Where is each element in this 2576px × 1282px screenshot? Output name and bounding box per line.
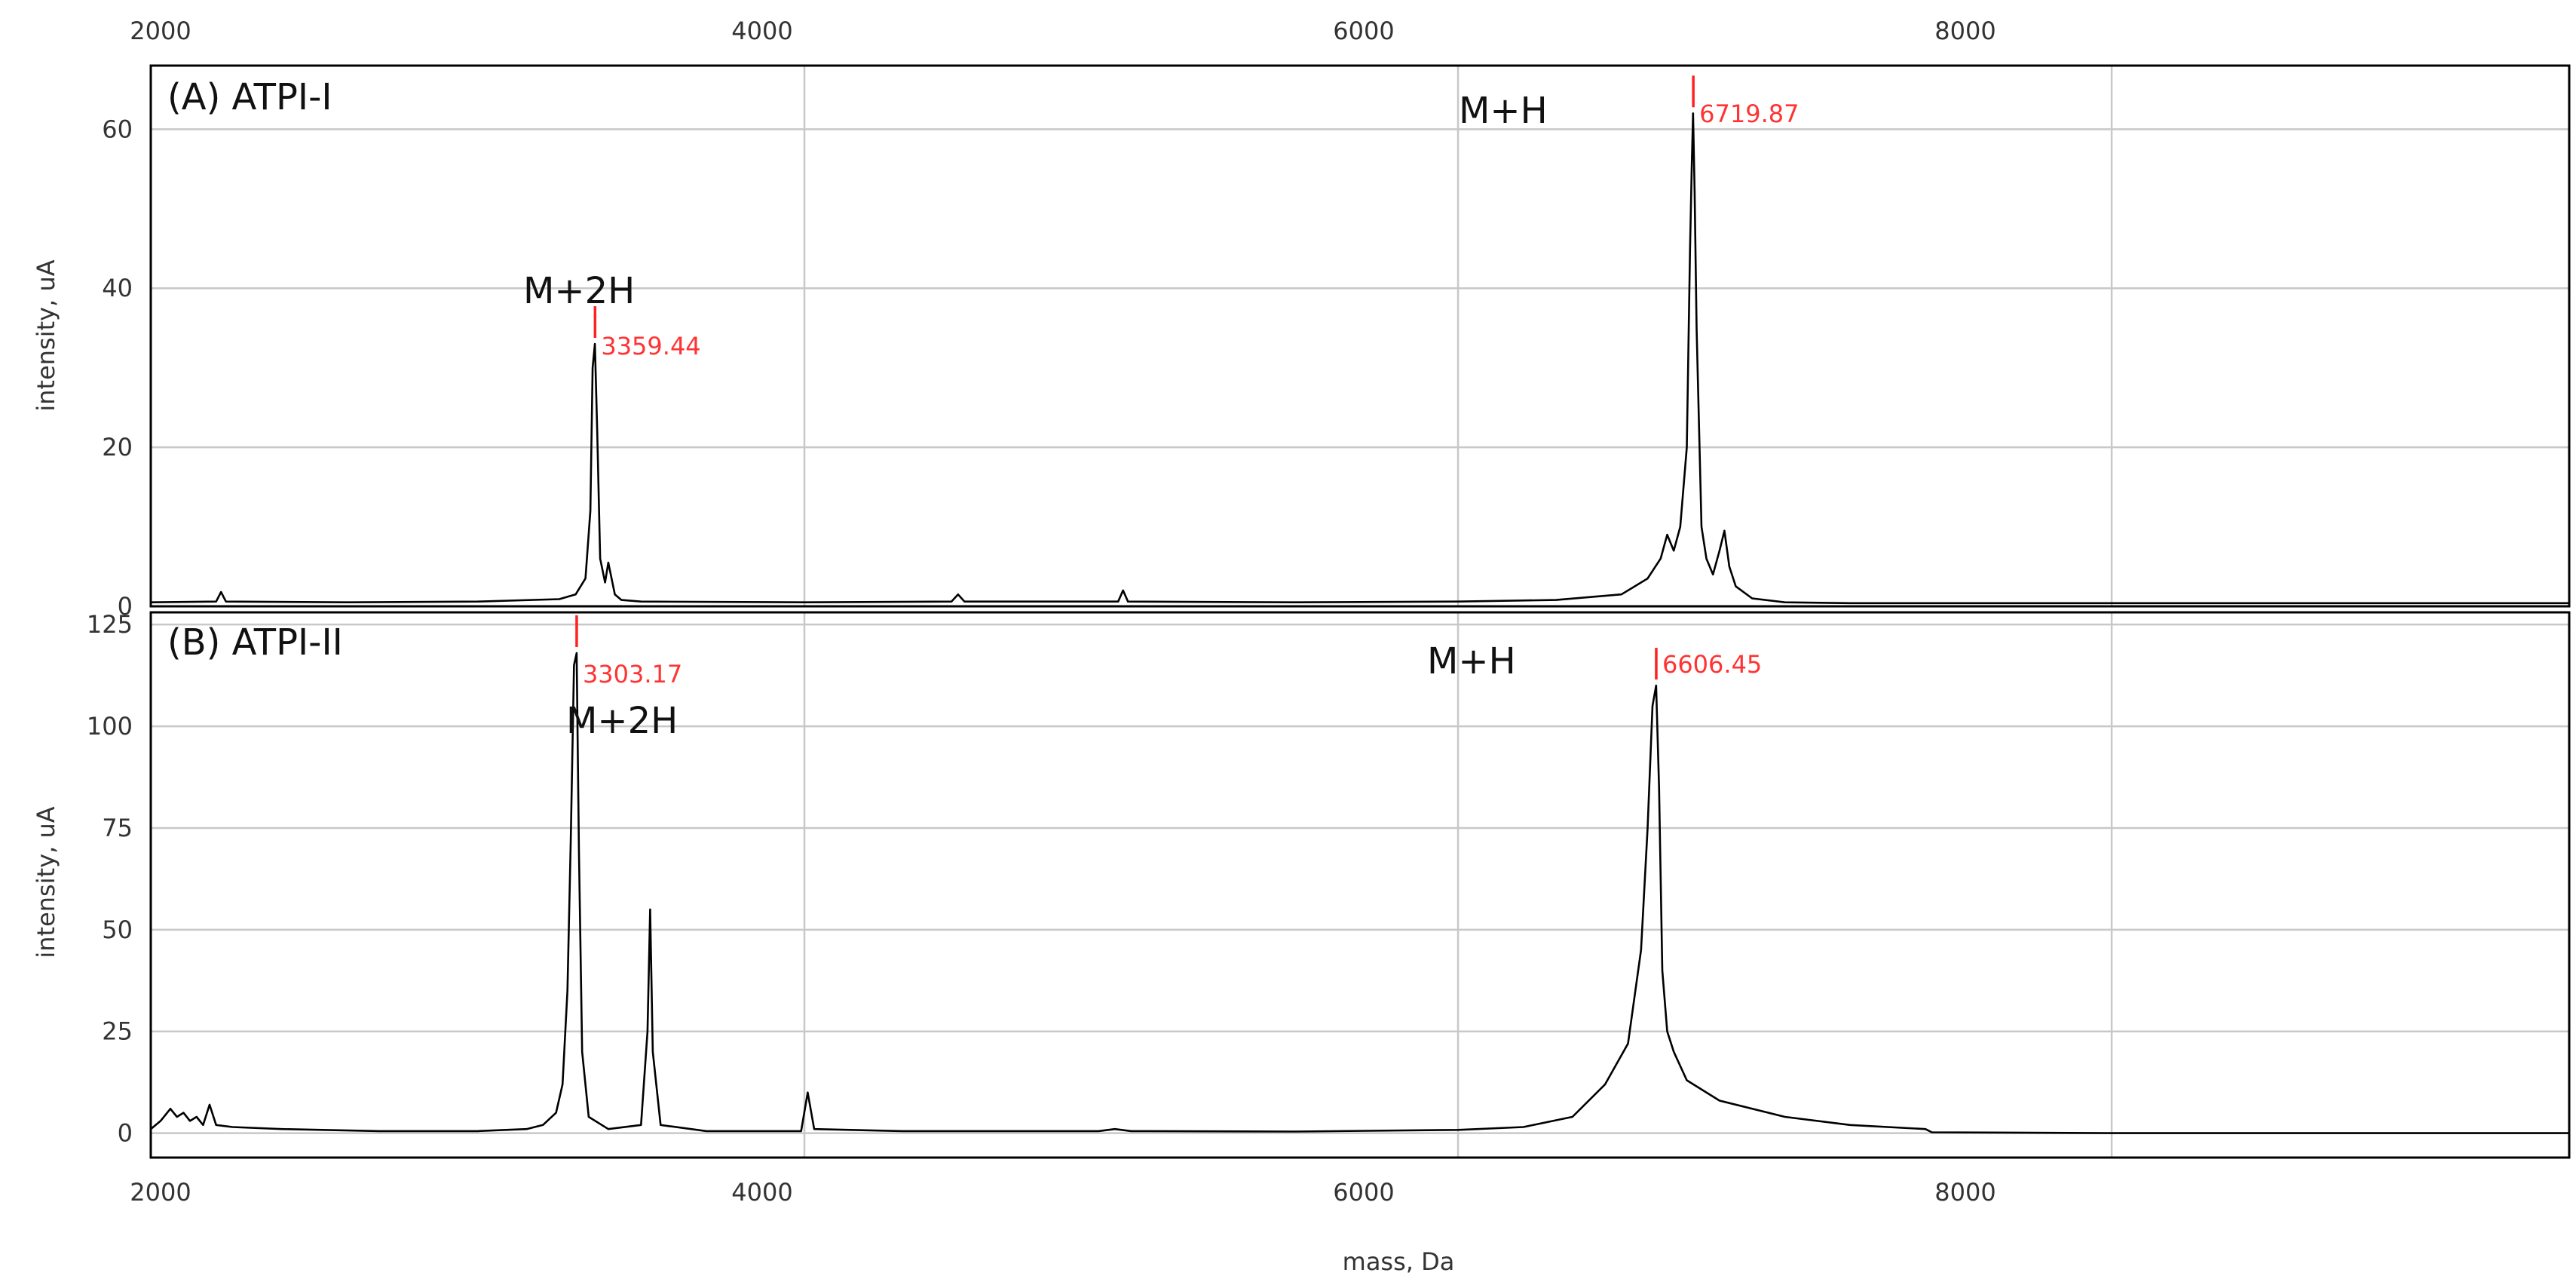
bottom-x-tick-label: 4000 [731, 1178, 792, 1207]
panel-a-ion-label-mh: M+H [1459, 90, 1548, 132]
panel-b-spectrum-trace [150, 652, 2569, 1134]
top-x-tick-label: 2000 [130, 17, 191, 45]
panel-a-spectrum-trace [150, 112, 2569, 605]
panel-a-frame [149, 64, 2571, 608]
panel-b-y-tick-label: 125 [87, 610, 133, 639]
panel-b-grid [149, 612, 2569, 1158]
panel-a-annotation-m2h: M+2H 3359.44 [523, 270, 701, 360]
panel-a-label: (A) ATPI-I [167, 76, 332, 118]
panel-b-y-tick-label: 0 [118, 1119, 133, 1148]
panel-b-ion-label-m2h: M+2H [566, 700, 678, 742]
top-x-ticks: 2000 4000 6000 8000 [130, 17, 1996, 45]
panel-b-ion-label-mh: M+H [1427, 640, 1516, 682]
panel-a: 0 20 40 60 intensity, uA (A) ATPI-I M+2H… [32, 64, 2571, 621]
panel-b: 0 25 50 75 100 125 intensity, uA (B) ATP… [32, 610, 2571, 1159]
panel-b-y-tick-label: 25 [102, 1017, 133, 1046]
panel-b-y-axis-title: intensity, uA [32, 806, 60, 958]
top-x-tick-label: 8000 [1934, 17, 1996, 45]
top-x-tick-label: 6000 [1333, 17, 1394, 45]
panel-a-y-axis-title: intensity, uA [32, 259, 60, 411]
panel-b-mass-label-m2h: 3303.17 [583, 660, 682, 689]
panel-b-y-ticks: 0 25 50 75 100 125 [87, 610, 133, 1147]
top-x-tick-label: 4000 [731, 17, 792, 45]
panel-a-y-tick-label: 0 [118, 592, 133, 621]
panel-b-annotation-m2h: M+2H 3303.17 [566, 615, 682, 742]
bottom-x-tick-label: 2000 [130, 1178, 191, 1207]
panel-b-annotation-mh: M+H 6606.45 [1427, 640, 1762, 682]
panel-a-ion-label-m2h: M+2H [523, 270, 635, 312]
panel-b-frame [149, 611, 2571, 1159]
panel-a-mass-label-mh: 6719.87 [1699, 100, 1799, 128]
bottom-x-tick-label: 8000 [1934, 1178, 1996, 1207]
panel-b-y-tick-label: 50 [102, 915, 133, 944]
panel-a-y-tick-label: 20 [102, 433, 133, 462]
panel-a-mass-label-m2h: 3359.44 [601, 332, 700, 360]
bottom-x-ticks: 2000 4000 6000 8000 [130, 1178, 1996, 1207]
panel-b-mass-label-mh: 6606.45 [1662, 650, 1762, 679]
panel-a-annotation-mh: M+H 6719.87 [1459, 75, 1799, 132]
panel-b-y-tick-label: 75 [102, 814, 133, 842]
panel-a-y-ticks: 0 20 40 60 [102, 115, 133, 621]
panel-b-y-tick-label: 100 [87, 712, 133, 741]
x-axis-title: mass, Da [1343, 1247, 1455, 1276]
panel-a-y-tick-label: 60 [102, 115, 133, 143]
panel-b-label: (B) ATPI-II [167, 621, 343, 664]
panel-a-y-tick-label: 40 [102, 274, 133, 302]
bottom-x-tick-label: 6000 [1333, 1178, 1394, 1207]
